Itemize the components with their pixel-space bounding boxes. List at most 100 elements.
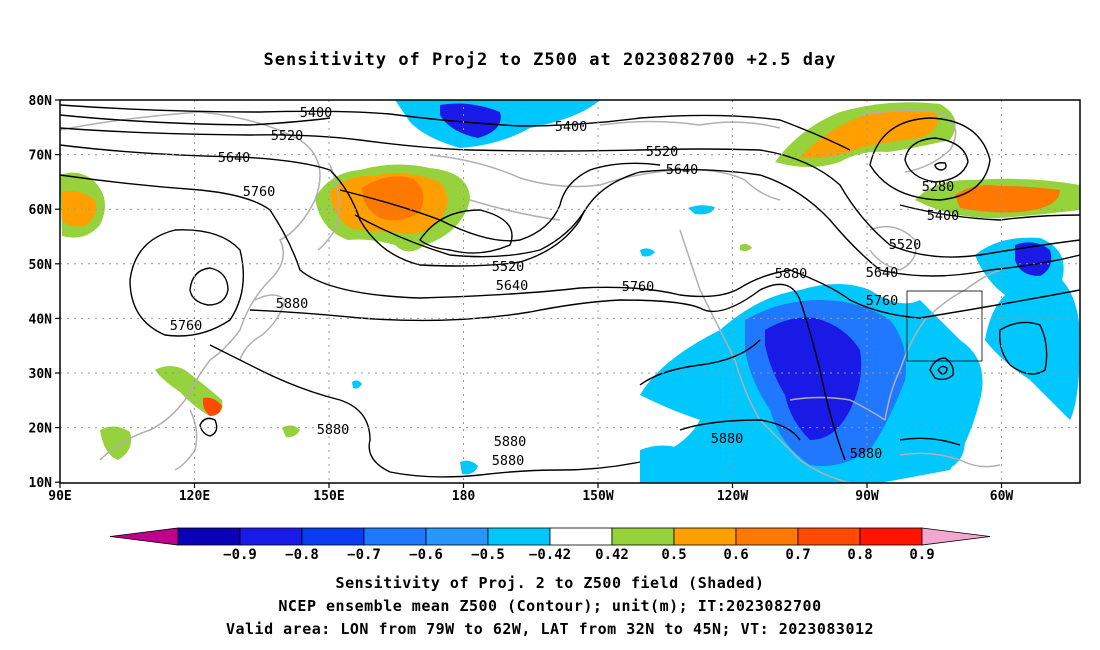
contour-5880-atlantic-low: [999, 321, 1048, 375]
contour-5880-pacific: [639, 339, 761, 386]
chart-title: Sensitivity of Proj2 to Z500 at 20230827…: [263, 50, 837, 70]
colorbar-label: 0.8: [847, 547, 872, 563]
coast-gulf: [789, 396, 886, 421]
contour-label: 5880: [276, 296, 309, 312]
contour-5880-east: [679, 419, 801, 441]
colorbar-box: [425, 527, 489, 546]
shade-neg-gulf: [800, 366, 853, 419]
colorbar-label: 0.9: [909, 547, 934, 563]
contour-label: 5520: [271, 128, 304, 144]
caption-shading: Sensitivity of Proj. 2 to Z500 field (Sh…: [335, 574, 765, 592]
contour-label: 5640: [666, 162, 699, 178]
lat-tick-label: 20N: [29, 422, 53, 437]
contour-label: 5880: [317, 422, 350, 438]
positive-sensitivity-shading: [60, 102, 1080, 460]
colorbar-label: −0.6: [409, 547, 443, 563]
coast-kamchatka: [317, 164, 340, 251]
shade-pos-taiwan-core: [202, 397, 222, 416]
contour-5640-b: [354, 209, 586, 258]
lon-tick-label: 150W: [582, 489, 613, 504]
contour-label: 5400: [300, 105, 333, 121]
contour-label: 5640: [496, 278, 529, 294]
coast-hudson: [869, 225, 917, 271]
shade-pos-guam: [282, 425, 300, 438]
colorbar-max-arrow: [921, 527, 991, 546]
contour-label: 5760: [622, 279, 655, 295]
contour-small-low-inner: [937, 365, 948, 375]
lon-tick-label: 120W: [717, 489, 748, 504]
contour-5400-atlantic: [899, 204, 1080, 221]
contour-label: 5640: [866, 265, 899, 281]
contour-high-siberia: [129, 229, 245, 337]
colorbar-min-arrow: [109, 527, 179, 546]
colorbar-box: [673, 527, 737, 546]
contour-label: 5520: [889, 237, 922, 253]
colorbar-label: 0.42: [595, 547, 629, 563]
sensitivity-map: 5400 5400 5520 5520 5640 5640 5760 5760 5520 5640…: [29, 94, 1081, 563]
contour-5520-a: [60, 127, 1080, 258]
shade-neg-tropical-pacific: [640, 445, 695, 483]
colorbar-label: −0.8: [285, 547, 319, 563]
longitude-labels: 90E 120E 150E 180 150W 120W 90W 60W: [48, 483, 1013, 504]
valid-area-box: [906, 290, 983, 362]
contour-5880-carib: [899, 437, 961, 446]
coastlines: [60, 109, 1001, 483]
coast-arctic: [599, 120, 781, 129]
lat-tick-label: 50N: [29, 258, 53, 273]
colorbar-box: [239, 527, 303, 546]
colorbar-box: [363, 527, 427, 546]
shade-neg-midpacific-bits: [460, 460, 478, 475]
z500-contours: [60, 104, 1080, 478]
contour-labels: 5400 5400 5520 5520 5640 5640 5760 5760 5520 5640…: [170, 105, 960, 469]
contour-5760-a: [60, 174, 1080, 319]
contour-label: 5880: [492, 453, 525, 469]
colorbar-box: [549, 527, 613, 546]
coast-japan: [239, 294, 286, 361]
shade-neg-newfoundland-core: [1015, 242, 1052, 276]
contour-low-greenland: [869, 117, 991, 201]
contour-label: 5280: [922, 179, 955, 195]
contour-low-greenland-core: [934, 162, 947, 171]
colorbar-box: [487, 527, 551, 546]
shade-pos-siberia-orange: [62, 191, 97, 227]
colorbar: −0.9 −0.8 −0.7 −0.6 −0.5 −0.42 0.42 0.5 0.6 0.7 0.…: [109, 527, 991, 563]
shade-neg-pacific-nw: [688, 205, 715, 215]
contour-low-greenland-inner: [904, 137, 969, 183]
contour-label: 5760: [866, 293, 899, 309]
contour-label: 5760: [243, 184, 276, 200]
shade-neg-pacific-dot: [640, 248, 655, 257]
colorbar-label: 0.7: [785, 547, 810, 563]
coast-us-east: [884, 269, 1001, 421]
contour-5880-south: [209, 344, 481, 478]
coast-asia-east: [60, 111, 321, 461]
lat-tick-label: 10N: [29, 476, 53, 491]
shade-neg-arctic-core: [440, 103, 501, 138]
contour-5880-tropical: [479, 461, 641, 476]
colorbar-label: 0.5: [661, 547, 686, 563]
contour-high-siberia-inner: [189, 267, 229, 306]
lon-tick-label: 180: [452, 489, 476, 504]
gridlines: [60, 100, 1080, 483]
contour-label: 5880: [775, 266, 808, 282]
lat-tick-label: 40N: [29, 312, 53, 327]
coast-north-america-west: [679, 229, 851, 483]
coast-alaska: [429, 154, 781, 201]
contour-label: 5400: [927, 208, 960, 224]
lat-tick-label: 80N: [29, 94, 53, 109]
contour-5400-north: [60, 104, 851, 151]
shade-pos-pacific-dot: [740, 244, 752, 252]
contour-taiwan-ring: [199, 417, 218, 437]
colorbar-box: [797, 527, 861, 546]
lat-tick-label: 60N: [29, 203, 53, 218]
caption-contour: NCEP ensemble mean Z500 (Contour); unit(…: [278, 597, 822, 615]
colorbar-label: 0.6: [723, 547, 748, 563]
contour-5640-a: [60, 144, 1080, 277]
contour-label: 5400: [555, 119, 588, 135]
contour-label: 5520: [492, 259, 525, 275]
contour-5880-a: [249, 283, 846, 461]
shade-pos-philippines: [100, 426, 132, 460]
lon-tick-label: 60W: [990, 489, 1014, 504]
colorbar-box: [735, 527, 799, 546]
lon-tick-label: 120E: [179, 489, 210, 504]
shade-neg-dot-180: [352, 380, 362, 389]
